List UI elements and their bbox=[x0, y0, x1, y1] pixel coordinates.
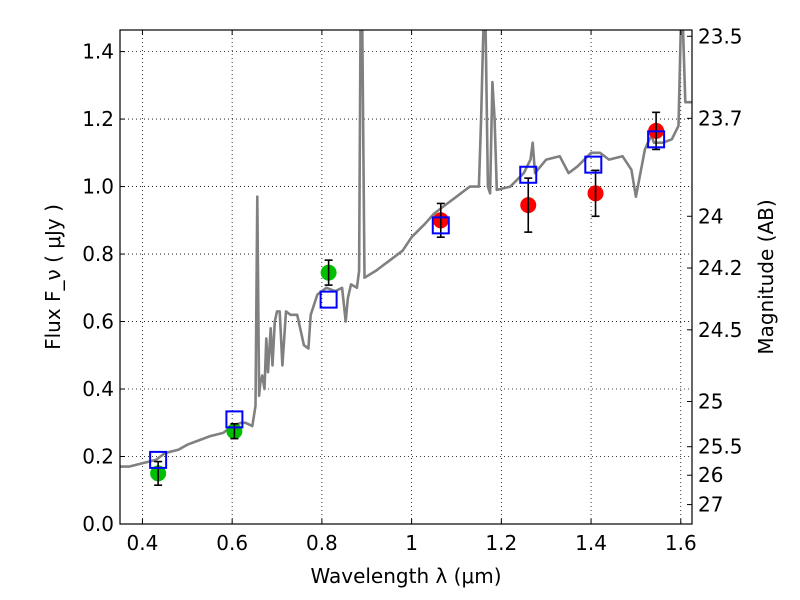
y-tick-label: 0.2 bbox=[82, 445, 114, 469]
x-tick-label: 1 bbox=[405, 531, 418, 555]
x-tick-label: 1.6 bbox=[665, 531, 697, 555]
grid-lines bbox=[120, 30, 692, 525]
y-tick-label: 0.0 bbox=[82, 512, 114, 536]
model-photometry-square bbox=[431, 216, 450, 235]
plot-area bbox=[120, 30, 692, 486]
right-tick-label: 25.5 bbox=[698, 435, 743, 459]
right-tick-label: 25 bbox=[698, 389, 723, 413]
right-tick-label: 24.5 bbox=[698, 318, 743, 342]
right-axis-label: Magnitude (AB) bbox=[754, 199, 778, 354]
x-tick-label: 0.4 bbox=[127, 531, 159, 555]
model-photometry-square bbox=[647, 130, 666, 149]
x-tick-label: 0.6 bbox=[216, 531, 248, 555]
y-tick-label: 1.4 bbox=[82, 40, 114, 64]
right-tick-label: 26 bbox=[698, 463, 723, 487]
right-tick-label: 27 bbox=[698, 493, 723, 517]
y-tick-label: 0.6 bbox=[82, 310, 114, 334]
y-tick-label: 0.4 bbox=[82, 377, 114, 401]
right-tick-label: 23.7 bbox=[698, 106, 743, 130]
series-group bbox=[120, 30, 692, 486]
x-tick-label: 1.2 bbox=[485, 531, 517, 555]
model-photometry-square bbox=[519, 165, 538, 184]
x-tick-label: 1.4 bbox=[575, 531, 607, 555]
model-photometry-square bbox=[319, 290, 338, 309]
right-tick-label: 23.5 bbox=[698, 24, 743, 48]
model-photometry-square bbox=[225, 410, 244, 429]
axis-ticks: 0.4 0.6 0.8 1 1.2 1.4 1.6 0.0 0.2 0.4 0.6 0.8 1.0 1.2… bbox=[82, 24, 742, 555]
y-tick-label: 1.0 bbox=[82, 175, 114, 199]
right-tick-label: 24.2 bbox=[698, 256, 743, 280]
model-photometry-square bbox=[149, 450, 168, 469]
axes-frame bbox=[119, 29, 693, 525]
y-tick-label: 0.8 bbox=[82, 242, 114, 266]
spectrum-line bbox=[120, 30, 692, 468]
y-axis-label: Flux F_ν ( μJy ) bbox=[41, 204, 65, 350]
y-tick-label: 1.2 bbox=[82, 107, 114, 131]
x-tick-label: 0.8 bbox=[306, 531, 338, 555]
model-photometry-square bbox=[584, 155, 603, 174]
right-tick-label: 24 bbox=[698, 204, 723, 228]
x-axis-label: Wavelength λ (μm) bbox=[310, 564, 501, 588]
